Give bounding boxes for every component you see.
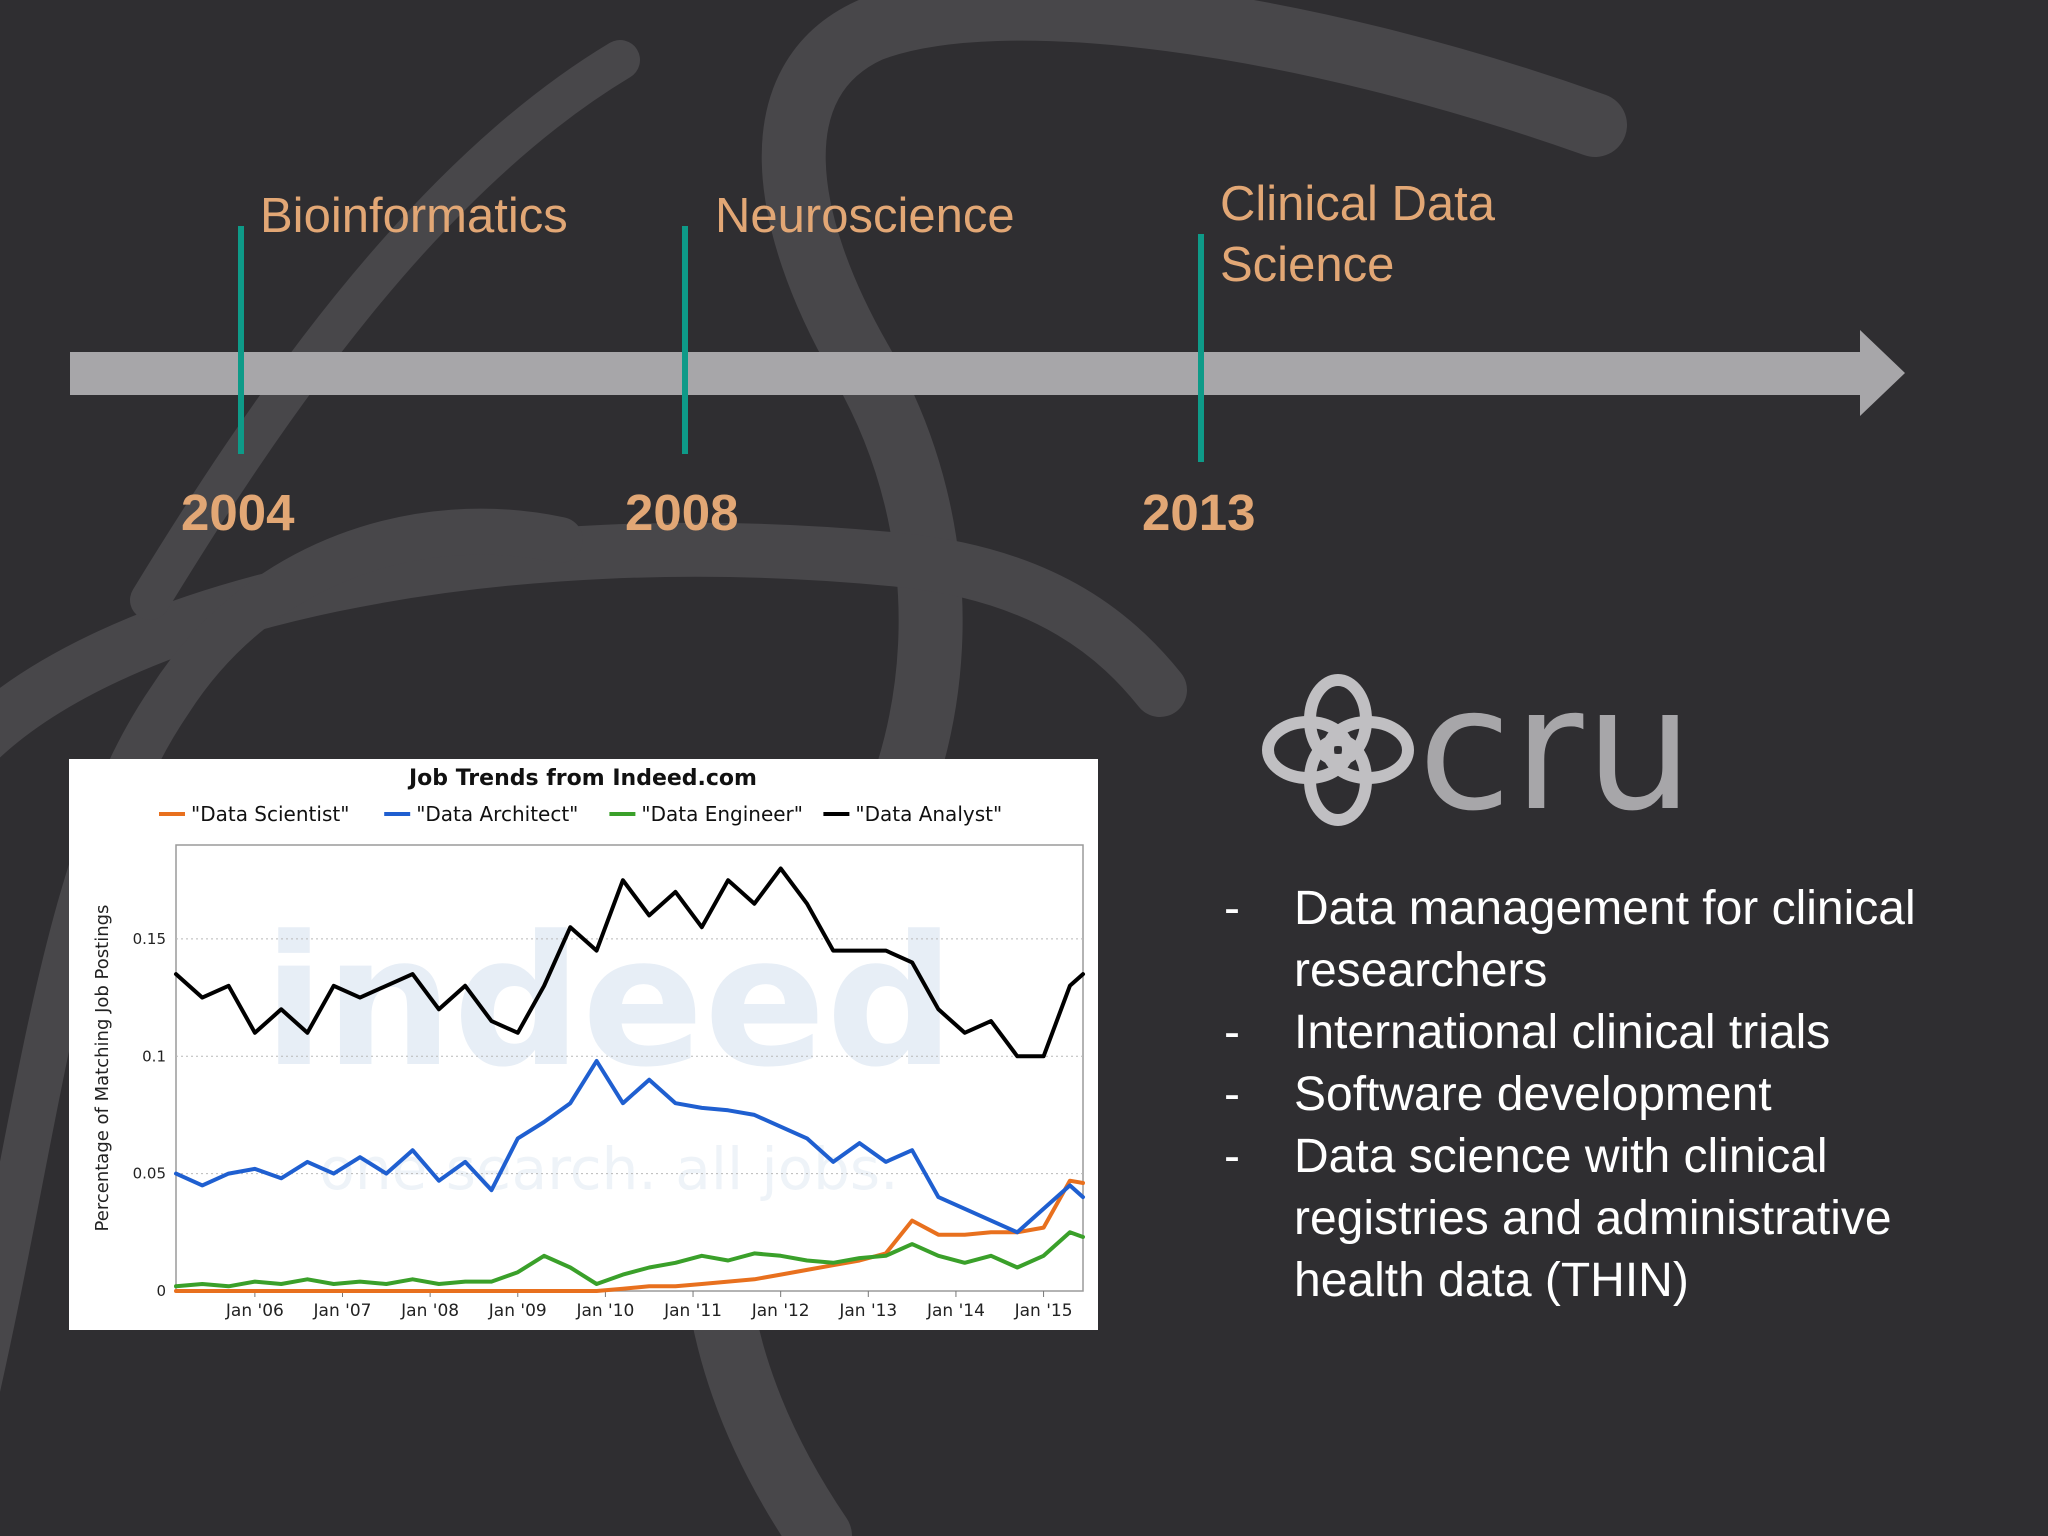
x-tick-label: Jan '13 — [838, 1301, 897, 1321]
logo-text: cru — [1418, 670, 1695, 830]
chart-watermark: indeed — [263, 898, 955, 1107]
timeline-tick-2013 — [1198, 234, 1204, 462]
series-line — [174, 866, 1085, 1059]
cru-logo: cru — [1262, 670, 1695, 830]
series-line — [174, 1178, 1085, 1293]
legend-entry: "Data Architect" — [416, 802, 578, 826]
y-tick-label: 0.1 — [142, 1047, 166, 1065]
plot-frame — [175, 844, 1084, 1292]
clover-knot-icon — [1262, 674, 1414, 826]
list-item-line: registries and administrative — [1294, 1192, 1892, 1245]
chart-title: Job Trends from Indeed.com — [407, 766, 757, 791]
chart-watermark-tagline: one search. all jobs. — [319, 1135, 898, 1203]
list-item: - International clinical trials — [1220, 1002, 2020, 1064]
y-tick-label: 0 — [156, 1282, 166, 1300]
y-axis-label: Percentage of Matching Job Postings — [92, 905, 113, 1232]
x-tick-label: Jan '11 — [663, 1301, 722, 1321]
year-2013: 2013 — [1142, 484, 1256, 541]
milestone-label-line: Science — [1220, 238, 1395, 292]
year-2004: 2004 — [181, 484, 295, 541]
timeline-tick-2008 — [682, 226, 688, 454]
bullet-dash: - — [1224, 1130, 1240, 1183]
list-item-line: Data science with clinical — [1294, 1130, 1828, 1183]
series-line — [174, 1059, 1085, 1235]
job-trends-chart-svg: indeed one search. all jobs. 0 0.05 0.1 0.15 J… — [92, 766, 1085, 1321]
x-tick-label: Jan '14 — [926, 1301, 985, 1321]
legend-entry: "Data Scientist" — [191, 802, 349, 826]
timeline-arrow — [70, 330, 1905, 416]
milestone-label-neuroscience: Neuroscience — [715, 189, 1015, 243]
x-tick-label: Jan '08 — [400, 1301, 459, 1321]
timeline-tick-2004 — [238, 226, 244, 454]
series-line — [174, 1230, 1085, 1289]
year-2008: 2008 — [625, 484, 739, 541]
x-tick-label: Jan '12 — [751, 1301, 810, 1321]
list-item-line: health data (THIN) — [1294, 1254, 1689, 1307]
list-item-line: Data management for clinical — [1294, 882, 1916, 935]
cru-activities-list: - Data management for clinical researche… — [1220, 878, 2020, 1312]
y-tick-label: 0.05 — [133, 1165, 166, 1183]
bullet-dash: - — [1224, 1068, 1240, 1121]
x-tick-label: Jan '09 — [488, 1301, 547, 1321]
milestone-label-line: Clinical Data — [1220, 177, 1496, 231]
list-item: - Data science with clinical registries … — [1220, 1126, 2020, 1312]
x-tick-label: Jan '06 — [225, 1301, 284, 1321]
list-item: - Data management for clinical researche… — [1220, 878, 2020, 1002]
list-item: - Software development — [1220, 1064, 2020, 1126]
list-item-line: International clinical trials — [1294, 1006, 1831, 1059]
list-item-line: researchers — [1294, 944, 1548, 997]
milestone-label-clinical-data-science: Clinical Data Science — [1220, 174, 1495, 296]
x-tick-label: Jan '10 — [575, 1301, 634, 1321]
legend-entry: "Data Engineer" — [641, 802, 803, 826]
x-tick-label: Jan '15 — [1014, 1301, 1073, 1321]
x-tick-label: Jan '07 — [313, 1301, 372, 1321]
list-item-line: Software development — [1294, 1068, 1772, 1121]
milestone-label-bioinformatics: Bioinformatics — [260, 189, 568, 243]
legend-entry: "Data Analyst" — [855, 802, 1002, 826]
bullet-dash: - — [1224, 1006, 1240, 1059]
bullet-dash: - — [1224, 882, 1240, 935]
job-trends-chart: indeed one search. all jobs. 0 0.05 0.1 0.15 J… — [69, 759, 1098, 1330]
y-tick-label: 0.15 — [133, 930, 166, 948]
